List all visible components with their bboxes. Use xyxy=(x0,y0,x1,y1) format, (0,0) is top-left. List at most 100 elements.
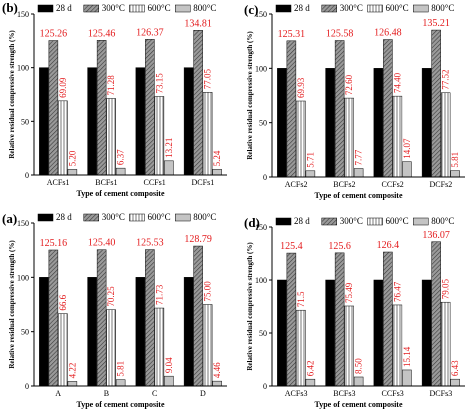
chart-0-bar-3-ACFs1 xyxy=(58,100,68,176)
chart-1-y-tick-label: 50 xyxy=(259,119,267,128)
chart-2-y-tick-label: 100 xyxy=(17,273,29,282)
chart-0-x-axis-title: Type of cement composite xyxy=(76,189,165,198)
chart-2-value-label: 125.40 xyxy=(88,238,116,249)
chart-0-bar-2-CCFs1 xyxy=(145,39,155,176)
chart-3-bar-3-ACFs3 xyxy=(296,309,306,387)
chart-3-value-label: 79.05 xyxy=(441,278,451,299)
chart-0-value-label: 125.46 xyxy=(88,28,116,39)
chart-2-legend-label: 28 d xyxy=(56,212,72,222)
chart-3-legend-label: 300°C xyxy=(340,216,363,226)
chart-1-legend-label: 28 d xyxy=(294,3,310,13)
chart-0-x-tick-label: CCFs1 xyxy=(144,178,166,187)
chart-0-bar-3-CCFs1 xyxy=(154,96,165,176)
chart-3-x-tick-label: CCFs3 xyxy=(382,389,404,398)
chart-0-value-label: 5.24 xyxy=(212,150,222,166)
chart-3-legend-swatch xyxy=(321,217,337,226)
chart-2-value-label: 70.25 xyxy=(106,286,116,307)
chart-3-value-label: 76.47 xyxy=(392,281,402,302)
chart-2-bar-4-D xyxy=(212,380,222,387)
chart-0-value-label: 6.37 xyxy=(116,149,126,165)
chart-2-y-tick-label: 0 xyxy=(25,382,29,391)
chart-1-x-tick-label: DCFs2 xyxy=(430,180,453,189)
chart-1-legend-swatch xyxy=(367,4,383,13)
chart-3-y-tick-label: 50 xyxy=(259,329,267,338)
chart-1-legend-swatch xyxy=(275,4,292,13)
chart-2-y-tick-label: 150 xyxy=(17,219,29,228)
chart-3-x-axis-title: Type of cement composite xyxy=(314,400,403,409)
chart-2-value-label: 71.73 xyxy=(154,284,164,305)
chart-3-y-tick-label: 100 xyxy=(255,276,267,285)
chart-0-value-label: 69.09 xyxy=(58,77,68,98)
chart-0-value-label: 13.21 xyxy=(164,138,174,158)
chart-3-legend-swatch xyxy=(275,217,292,226)
chart-2-bar-2-A xyxy=(48,249,59,387)
chart-3-value-label: 125.4 xyxy=(280,241,303,252)
chart-2-bar-3-C xyxy=(154,307,165,387)
chart-2-bar-3-B xyxy=(106,309,116,387)
chart-3-legend-swatch xyxy=(367,217,383,226)
chart-1-y-axis-title: Relative residual compressive strength (… xyxy=(246,31,254,160)
chart-3-value-label: 71.5 xyxy=(296,291,306,307)
chart-1-value-label: 126.48 xyxy=(374,28,402,39)
chart-2-bar-1-D xyxy=(183,277,194,387)
chart-2-bar-2-C xyxy=(145,249,155,387)
chart-0-legend-label: 28 d xyxy=(56,3,72,13)
chart-0-bar-4-DCFs1 xyxy=(212,169,222,176)
chart-1-x-tick-label: BCFs2 xyxy=(333,180,355,189)
chart-2-bar-4-B xyxy=(115,379,126,387)
chart-2-value-label: 9.04 xyxy=(164,357,174,373)
chart-2-value-label: 4.22 xyxy=(67,363,77,379)
chart-3-legend-label: 800°C xyxy=(431,216,454,226)
chart-0-legend-swatch xyxy=(83,4,99,13)
chart-3-bar-3-BCFs3 xyxy=(344,305,354,387)
chart-3-bar-4-BCFs3 xyxy=(353,376,364,387)
chart-0-bar-4-ACFs1 xyxy=(67,169,78,176)
chart-2-legend-swatch xyxy=(83,213,99,222)
chart-3-x-tick-label: DCFs3 xyxy=(430,389,453,398)
chart-3-x-tick-label: BCFs3 xyxy=(333,389,355,398)
chart-3-bar-2-BCFs3 xyxy=(334,252,345,387)
chart-1-bar-3-ACFs2 xyxy=(296,100,306,178)
chart-2-y-tick-label: 50 xyxy=(21,328,29,337)
chart-1-legend-swatch xyxy=(321,4,337,13)
chart-0-y-tick-label: 50 xyxy=(21,117,29,126)
chart-0-legend-swatch xyxy=(129,4,145,13)
chart-0-x-tick-label: DCFs1 xyxy=(192,178,215,187)
chart-2-legend-label: 800°C xyxy=(193,212,216,222)
chart-3-value-label: 125.6 xyxy=(328,241,351,252)
chart-2-legend-swatch xyxy=(129,213,145,222)
chart-0-legend-swatch xyxy=(37,4,54,13)
chart-1-value-label: 5.81 xyxy=(450,152,460,168)
chart-2-bar-2-D xyxy=(193,245,203,387)
chart-2-x-tick-label: D xyxy=(200,389,206,398)
chart-1-value-label: 125.31 xyxy=(278,29,306,40)
chart-1-bar-1-CCFs2 xyxy=(373,68,384,178)
chart-2-panel-label: (a) xyxy=(2,211,17,226)
chart-0-value-label: 73.15 xyxy=(154,73,164,94)
chart-0-x-tick-label: ACFs1 xyxy=(47,178,70,187)
chart-0-bar-2-DCFs1 xyxy=(193,30,203,176)
chart-3-value-label: 15.14 xyxy=(402,346,412,367)
chart-0-bar-1-ACFs1 xyxy=(39,67,49,176)
chart-1-x-tick-label: CCFs2 xyxy=(382,180,404,189)
chart-3-bar-2-DCFs3 xyxy=(431,241,441,387)
chart-3-y-tick-label: 150 xyxy=(255,223,267,232)
chart-1-value-label: 5.71 xyxy=(305,152,315,168)
chart-1-value-label: 7.77 xyxy=(354,149,364,165)
chart-1-value-label: 72.60 xyxy=(344,74,354,95)
chart-2-bar-4-A xyxy=(67,381,78,387)
chart-3-bar-2-ACFs3 xyxy=(286,252,297,387)
chart-2-legend-label: 300°C xyxy=(102,212,125,222)
chart-3-value-label: 6.42 xyxy=(305,360,315,376)
chart-1-value-label: 69.93 xyxy=(296,77,306,98)
chart-0-value-label: 126.37 xyxy=(136,27,164,38)
chart-3-y-axis-title: Relative residual compressive strength (… xyxy=(246,242,254,371)
chart-3-bar-4-DCFs3 xyxy=(450,378,460,387)
chart-1-y-tick-label: 150 xyxy=(255,10,267,19)
chart-2-legend-swatch xyxy=(175,213,191,222)
chart-2-value-label: 125.16 xyxy=(40,238,68,249)
chart-1-legend-label: 300°C xyxy=(340,3,363,13)
chart-0-legend-swatch xyxy=(175,4,191,13)
chart-0-value-label: 77.05 xyxy=(203,69,213,90)
